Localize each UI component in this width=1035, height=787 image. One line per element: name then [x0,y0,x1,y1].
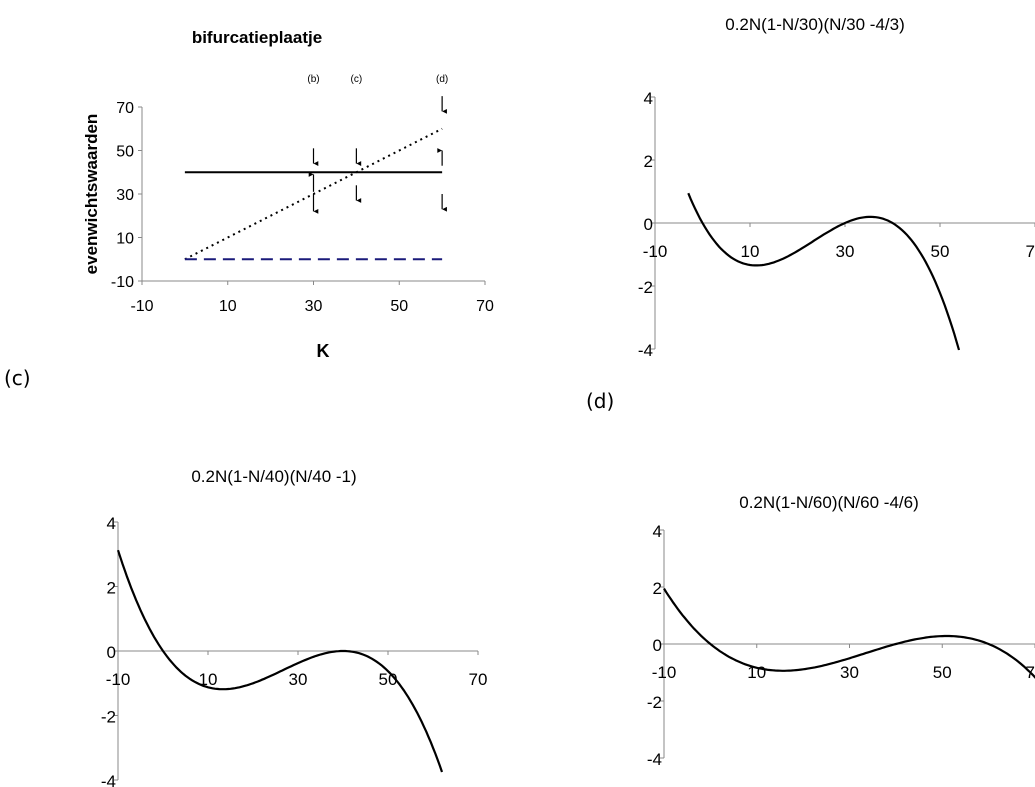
function-curve [687,192,961,351]
chart-title: 0.2N(1-N/40)(N/40 -1) [191,467,356,486]
y-axis-label: evenwichtswaarden [82,114,101,275]
x-tick-label: -10 [643,242,668,261]
x-tick-label: 70 [476,298,494,315]
y-tick-label: 0 [653,636,662,655]
y-tick-label: -4 [647,750,662,769]
x-tick-label: 10 [199,670,218,689]
y-tick-label: 4 [107,514,116,533]
y-tick-label: -2 [647,693,662,712]
annotation-label: (d) [436,74,448,85]
cubic-chart-k40: 0.2N(1-N/40)(N/40 -1)420-2-4-10 10 30 50 70 [101,467,488,787]
x-tick-label: -10 [652,663,677,682]
y-tick-label: 4 [653,522,662,541]
function-curve [116,549,444,773]
y-tick-label: 30 [116,187,134,204]
chart-title: 0.2N(1-N/30)(N/30 -4/3) [725,15,905,34]
x-tick-label: 30 [840,663,859,682]
y-tick-label: -2 [638,278,653,297]
y-tick-label: -4 [101,772,116,787]
y-tick-label: 2 [653,579,662,598]
x-tick-label: 50 [933,663,952,682]
y-tick-label: 10 [116,231,134,248]
y-tick-label: 2 [107,579,116,598]
cubic-chart-k30: 0.2N(1-N/30)(N/30 -4/3) 4 2 0 -2 -4 -10 10 30 50 7… [638,15,1035,360]
chart-title: bifurcatieplaatje [192,28,322,47]
x-tick-label: 70 [469,670,488,689]
x-tick-label: -10 [130,298,153,315]
x-tick-label: 10 [741,242,760,261]
y-tick-label: 0 [107,643,116,662]
y-tick-label: -10 [111,274,134,291]
y-tick-label: 50 [116,144,134,161]
y-tick-label: 70 [116,100,134,117]
chart-title: 0.2N(1-N/60)(N/60 -4/6) [739,493,919,512]
x-tick-label: 30 [289,670,308,689]
y-tick-label: 4 [644,89,653,108]
x-tick-label: 10 [219,298,237,315]
annotation-label: (b) [307,74,319,85]
cubic-chart-k60: 0.2N(1-N/60)(N/60 -4/6)420-2-4-10 10 30 50 7… [647,493,1035,769]
x-tick-label: 30 [305,298,323,315]
x-axis-label: K [317,341,330,361]
y-tick-label: 0 [644,215,653,234]
function-curve [663,588,1035,679]
bifurcation-chart: bifurcatieplaatje 70 50 30 10 -10 -10 10 30 50 70 K… [82,28,494,361]
x-tick-label: 70 [1026,242,1035,261]
y-tick-label: -2 [101,708,116,727]
y-tick-label: 2 [644,152,653,171]
x-tick-label: -10 [106,670,131,689]
x-tick-label: 30 [836,242,855,261]
panel-label-d: (d) [586,389,615,413]
x-tick-label: 50 [931,242,950,261]
panel-label-c: (c) [4,366,31,390]
annotation-label: (c) [351,74,363,85]
y-tick-label: -4 [638,341,653,360]
x-tick-label: 50 [390,298,408,315]
